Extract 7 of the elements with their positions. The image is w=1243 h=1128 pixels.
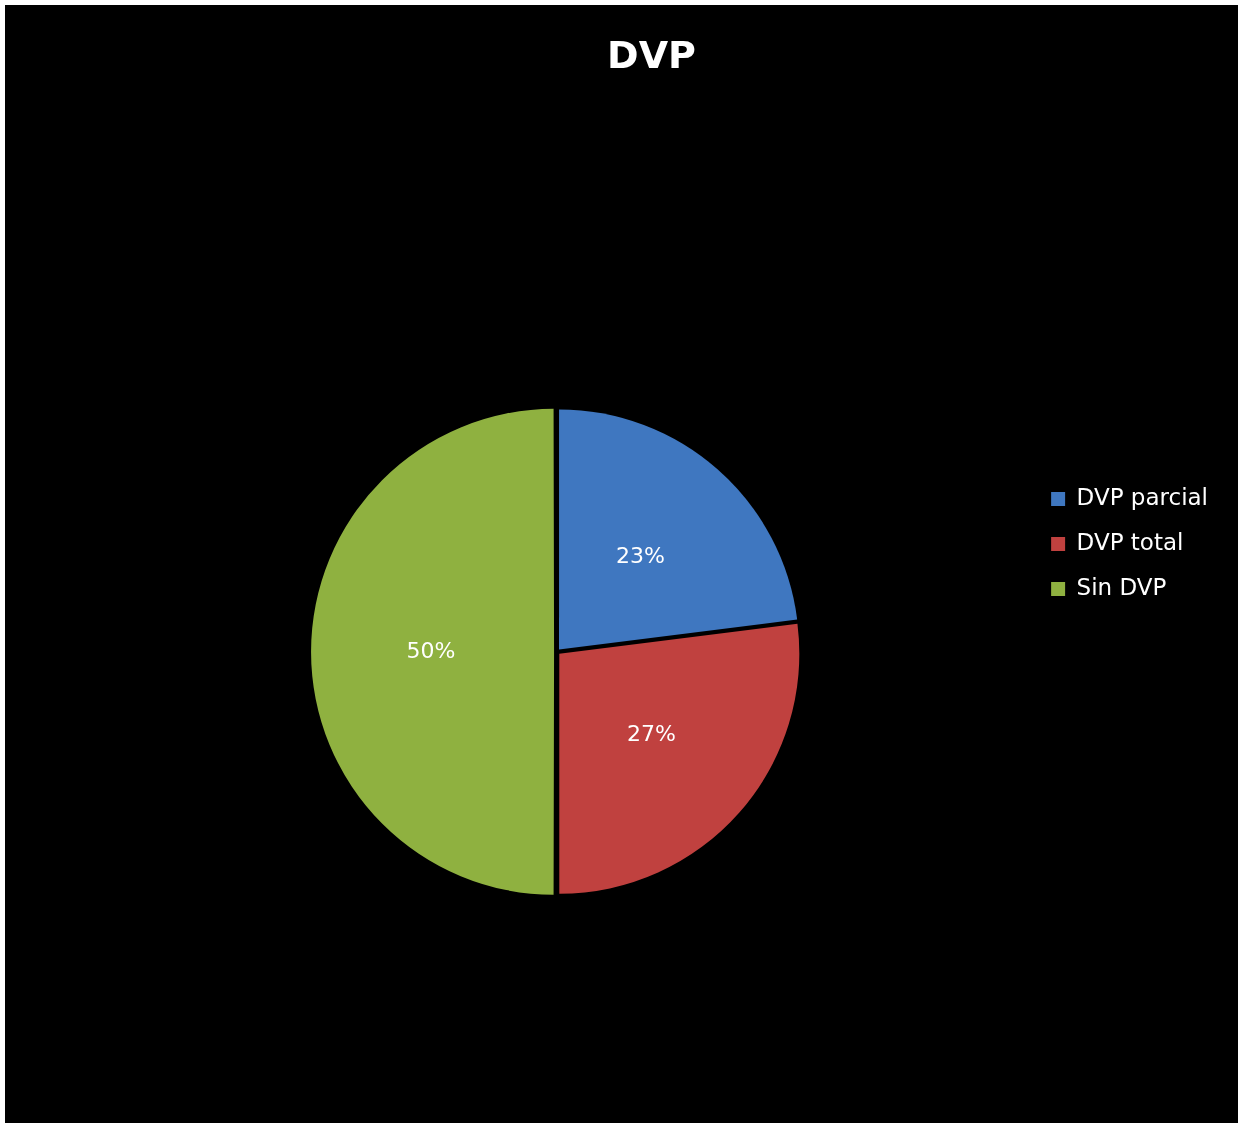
- chart-title: DVP: [607, 32, 696, 77]
- data-label: 27%: [627, 720, 677, 746]
- data-label: 23%: [615, 543, 665, 568]
- data-label: 50%: [406, 637, 456, 663]
- legend-label: DVP total: [1076, 528, 1184, 555]
- legend-label: Sin DVP: [1076, 573, 1167, 600]
- legend-label: DVP parcial: [1076, 483, 1209, 510]
